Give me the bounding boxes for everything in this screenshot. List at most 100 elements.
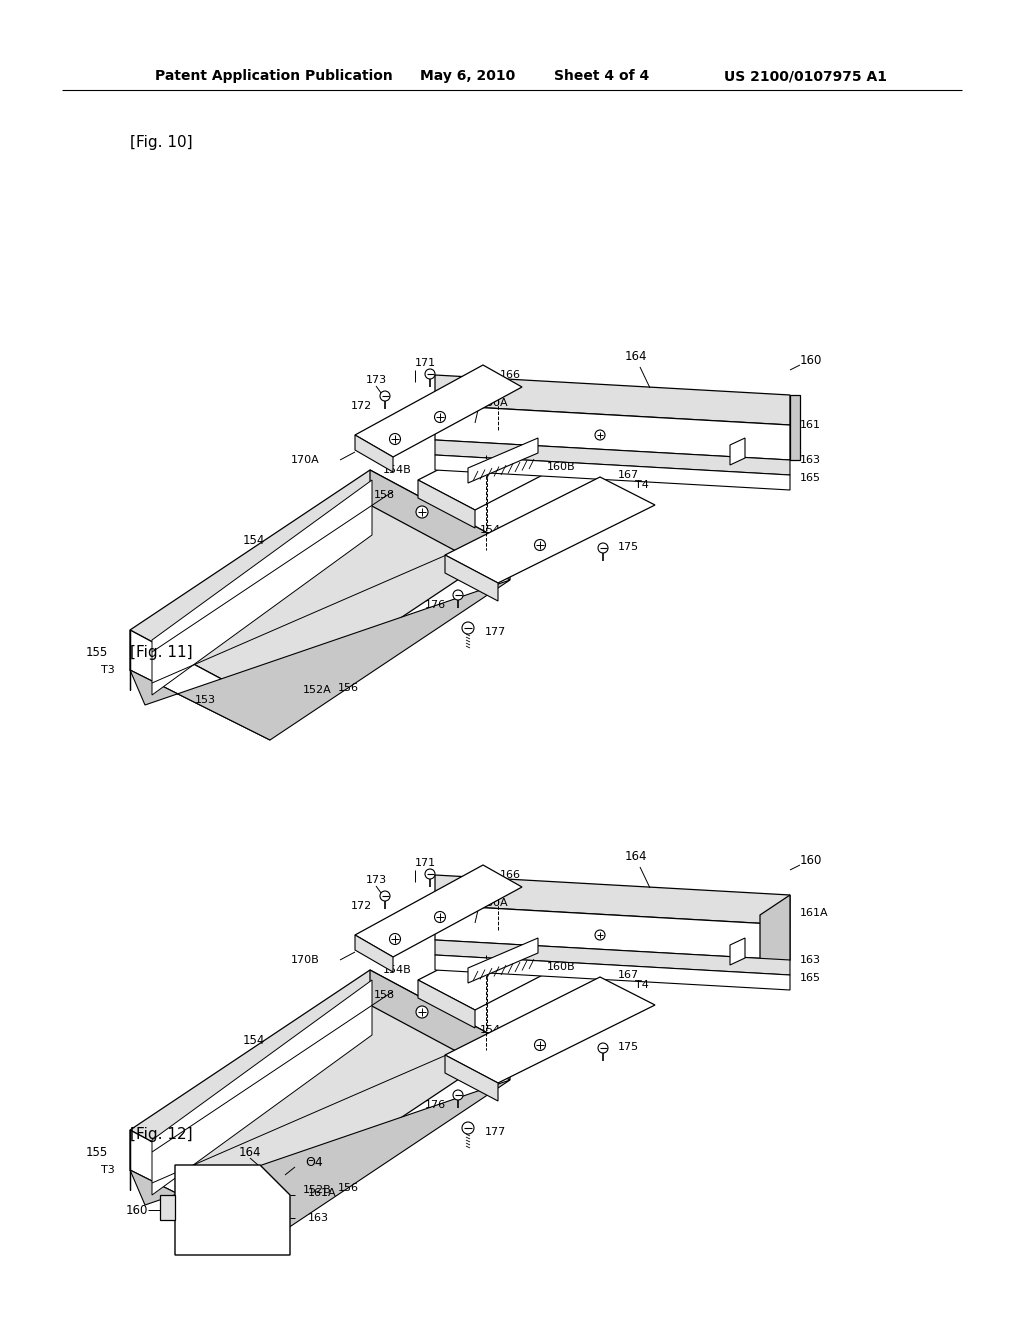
Polygon shape [445, 977, 655, 1082]
Polygon shape [730, 939, 745, 965]
Polygon shape [370, 970, 510, 1080]
Text: 170A: 170A [291, 455, 319, 465]
Text: [Fig. 12]: [Fig. 12] [130, 1127, 193, 1143]
Circle shape [453, 590, 463, 601]
Text: 176: 176 [425, 601, 446, 610]
Polygon shape [435, 940, 790, 975]
Polygon shape [418, 906, 620, 1010]
Text: 154B: 154B [383, 965, 412, 975]
Polygon shape [130, 630, 270, 741]
Polygon shape [418, 405, 620, 510]
Polygon shape [355, 935, 393, 972]
Circle shape [535, 540, 546, 550]
Text: 160B: 160B [547, 462, 575, 473]
Text: 153: 153 [195, 1195, 215, 1205]
Text: 152A: 152A [303, 685, 332, 696]
Text: 163: 163 [800, 954, 821, 965]
Text: 160B: 160B [547, 962, 575, 972]
Circle shape [462, 622, 474, 634]
Polygon shape [355, 436, 393, 473]
Text: 164: 164 [239, 1146, 261, 1159]
Text: 156: 156 [338, 682, 359, 693]
Circle shape [434, 912, 445, 923]
Text: 160A: 160A [480, 399, 509, 408]
Text: 175: 175 [618, 543, 639, 552]
Polygon shape [435, 875, 790, 925]
Text: 164: 164 [625, 350, 647, 363]
Polygon shape [435, 375, 790, 425]
Text: 161: 161 [800, 420, 821, 430]
Polygon shape [355, 865, 522, 957]
Polygon shape [130, 970, 510, 1205]
Polygon shape [152, 480, 372, 696]
Text: 163: 163 [800, 455, 821, 465]
Circle shape [453, 1090, 463, 1100]
Polygon shape [435, 954, 790, 990]
Polygon shape [355, 366, 522, 457]
Polygon shape [130, 579, 510, 741]
Text: 154: 154 [243, 1034, 265, 1047]
Text: 154A: 154A [480, 525, 509, 535]
Text: 152B: 152B [303, 1185, 332, 1195]
Text: 172: 172 [351, 401, 372, 411]
Text: 154B: 154B [383, 465, 412, 475]
Polygon shape [435, 906, 790, 960]
Text: 155: 155 [86, 645, 108, 659]
Polygon shape [730, 438, 745, 465]
Circle shape [425, 869, 435, 879]
Polygon shape [160, 1195, 175, 1220]
Polygon shape [760, 895, 790, 975]
Text: 166: 166 [500, 870, 521, 880]
Circle shape [389, 433, 400, 445]
Text: 160: 160 [126, 1204, 148, 1217]
Polygon shape [790, 395, 800, 459]
Text: 176: 176 [425, 1100, 446, 1110]
Polygon shape [152, 979, 372, 1195]
Text: T4: T4 [635, 480, 649, 490]
Text: 158: 158 [374, 990, 395, 1001]
Text: T2: T2 [480, 374, 494, 383]
Circle shape [462, 1122, 474, 1134]
Text: 170B: 170B [291, 954, 319, 965]
Text: 154A: 154A [480, 1026, 509, 1035]
Circle shape [380, 391, 390, 401]
Text: [Fig. 11]: [Fig. 11] [130, 644, 193, 660]
Text: 167: 167 [618, 470, 639, 480]
Circle shape [595, 430, 605, 440]
Text: 155: 155 [86, 1146, 108, 1159]
Text: 165: 165 [800, 473, 821, 483]
Text: US 2100/0107975 A1: US 2100/0107975 A1 [724, 69, 887, 83]
Polygon shape [175, 1166, 290, 1255]
Polygon shape [418, 480, 475, 528]
Text: 177: 177 [485, 1127, 506, 1137]
Circle shape [595, 931, 605, 940]
Text: T1: T1 [467, 958, 480, 968]
Polygon shape [130, 1080, 510, 1239]
Text: 161A: 161A [800, 908, 828, 917]
Text: 166: 166 [500, 370, 521, 380]
Text: 164: 164 [625, 850, 647, 862]
Polygon shape [130, 1130, 270, 1239]
Polygon shape [370, 470, 510, 579]
Polygon shape [418, 979, 475, 1028]
Text: Sheet 4 of 4: Sheet 4 of 4 [554, 69, 649, 83]
Polygon shape [445, 477, 655, 583]
Text: 167: 167 [618, 970, 639, 979]
Text: 171: 171 [415, 858, 436, 869]
Text: 175: 175 [618, 1041, 639, 1052]
Text: 177: 177 [485, 627, 506, 638]
Text: T3: T3 [101, 1166, 115, 1175]
Text: 153: 153 [195, 696, 215, 705]
Text: 160: 160 [800, 854, 822, 866]
Circle shape [598, 543, 608, 553]
Text: 172: 172 [351, 902, 372, 911]
Text: [Fig. 10]: [Fig. 10] [130, 135, 193, 149]
Text: 163: 163 [308, 1213, 329, 1224]
Polygon shape [445, 1055, 498, 1101]
Text: 161A: 161A [308, 1188, 337, 1199]
Text: 173: 173 [366, 875, 387, 884]
Circle shape [434, 412, 445, 422]
Text: 173: 173 [366, 375, 387, 385]
Polygon shape [130, 470, 510, 705]
Circle shape [416, 506, 428, 517]
